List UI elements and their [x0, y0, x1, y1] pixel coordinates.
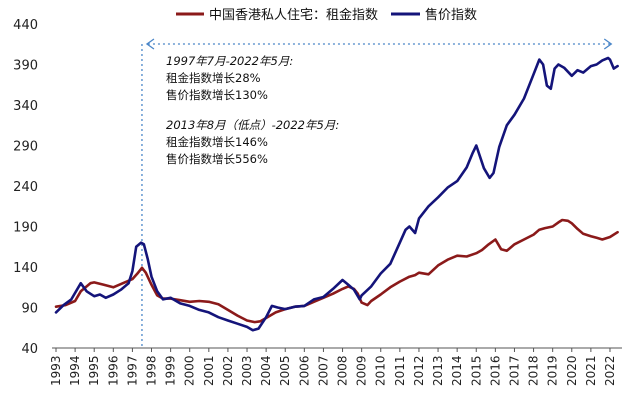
y-tick-label: 40	[21, 342, 38, 357]
x-tick-label: 2003	[240, 355, 254, 386]
x-tick-label: 2016	[488, 355, 502, 386]
y-tick-label: 190	[13, 221, 38, 236]
x-axis-ticks: 1993 1994 1995 1996 1997 1998 1999 2000 2001 2002…	[49, 348, 617, 386]
y-axis-ticks: 40 90 140 190 240 290 340 390 440	[13, 18, 38, 357]
x-tick-label: 1998	[145, 355, 159, 386]
period-markers	[141, 38, 613, 348]
x-tick-label: 2000	[183, 355, 197, 386]
x-tick-label: 2007	[316, 355, 330, 386]
x-tick-label: 2011	[393, 355, 407, 386]
y-tick-label: 340	[13, 99, 38, 114]
x-tick-label: 1997	[125, 355, 139, 386]
annotation-period2-price: 售价指数增长556%	[166, 152, 268, 166]
x-tick-label: 1999	[164, 355, 178, 386]
x-tick-label: 2014	[450, 355, 464, 386]
y-tick-label: 290	[13, 140, 38, 155]
legend: 中国香港私人住宅：租金指数 售价指数	[176, 7, 477, 23]
y-tick-label: 140	[13, 261, 38, 276]
arrow-head-left	[145, 38, 155, 50]
x-tick-label: 2001	[202, 355, 216, 386]
annotation-period1-price: 售价指数增长130%	[166, 88, 268, 102]
x-tick-label: 2005	[278, 355, 292, 386]
x-tick-label: 2012	[412, 355, 426, 386]
x-tick-label: 2004	[259, 355, 273, 386]
x-tick-label: 2015	[469, 355, 483, 386]
x-tick-label: 2022	[603, 355, 617, 386]
x-tick-label: 2019	[546, 355, 560, 386]
legend-rent-label: 中国香港私人住宅：租金指数	[209, 7, 378, 23]
x-tick-label: 2008	[336, 355, 350, 386]
x-tick-label: 2009	[355, 355, 369, 386]
x-tick-label: 2017	[507, 355, 521, 386]
annotation-period1-title: 1997年7月-2022年5月:	[166, 54, 293, 68]
x-tick-label: 2018	[527, 355, 541, 386]
annotation-period2-rent: 租金指数增长146%	[166, 135, 268, 149]
x-tick-label: 2002	[221, 355, 235, 386]
x-tick-label: 2010	[374, 355, 388, 386]
annotation-period1-rent: 租金指数增长28%	[166, 71, 261, 85]
y-tick-label: 440	[13, 18, 38, 33]
legend-price-label: 售价指数	[425, 7, 477, 23]
x-tick-label: 1996	[106, 355, 120, 386]
x-tick-label: 1995	[87, 355, 101, 386]
y-tick-label: 390	[13, 59, 38, 74]
x-tick-label: 1993	[49, 355, 63, 386]
y-tick-label: 240	[13, 180, 38, 195]
x-tick-label: 2006	[297, 355, 311, 386]
series-line-rent-index	[54, 218, 619, 324]
annotation-block: 1997年7月-2022年5月: 租金指数增长28% 售价指数增长130% 20…	[166, 54, 339, 166]
x-tick-label: 2021	[584, 355, 598, 386]
x-tick-label: 1994	[68, 355, 82, 386]
series-lines	[54, 56, 619, 332]
y-tick-label: 90	[21, 302, 38, 317]
arrow-head-right	[603, 38, 613, 50]
annotation-period2-title: 2013年8月（低点）-2022年5月:	[166, 118, 339, 132]
x-tick-label: 2013	[431, 355, 445, 386]
series-line-price-index	[54, 56, 619, 332]
x-tick-label: 2020	[565, 355, 579, 386]
